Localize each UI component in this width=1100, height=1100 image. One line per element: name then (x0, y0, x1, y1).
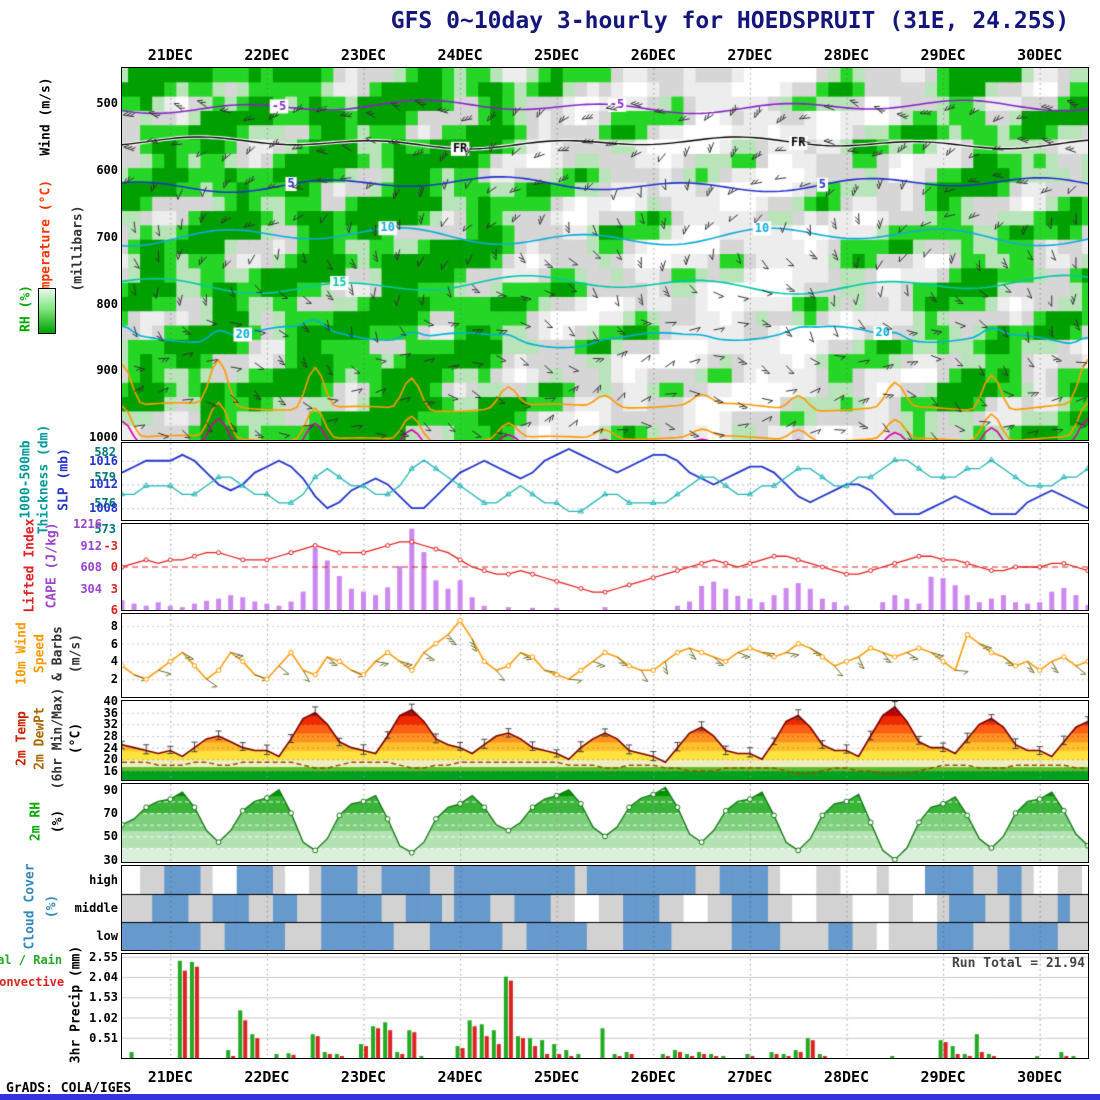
date-label-bottom-22DEC: 22DEC (244, 1068, 290, 1086)
date-label-top-21DEC: 21DEC (147, 46, 193, 64)
cloud-row-label-low: low (96, 929, 118, 943)
tick-pressure-900: 900 (96, 363, 118, 378)
date-label-top-29DEC: 29DEC (920, 46, 966, 64)
date-label-bottom-27DEC: 27DEC (727, 1068, 773, 1086)
date-label-top-24DEC: 24DEC (437, 46, 483, 64)
tick-cape-304: 304 (80, 581, 102, 596)
tick-pressure-1000: 1000 (89, 430, 118, 445)
tick-t2-28: 28 (103, 728, 118, 743)
date-label-top-26DEC: 26DEC (630, 46, 676, 64)
tick-thk-579: 579 (94, 470, 116, 485)
tick-cape-1216: 1216 (73, 517, 102, 531)
footer-stripe (0, 1094, 1100, 1100)
side-label-p8_rot: 3hr Precip (mm) (68, 945, 84, 1064)
tick-pr-2.55: 2.55 (89, 949, 118, 964)
tick-rh2-70: 70 (103, 806, 118, 821)
tick-thk-573: 573 (94, 521, 116, 536)
tick-rh2-50: 50 (103, 829, 118, 844)
temp2m-dewpoint-panel-canvas (121, 700, 1089, 781)
tick-cape-608: 608 (80, 560, 102, 574)
side-label-p1_rh: RH (%) (18, 285, 34, 332)
tick-rh2-90: 90 (103, 782, 118, 797)
tick-pr-1.02: 1.02 (89, 1010, 118, 1025)
tick-thk-582: 582 (94, 444, 116, 459)
grads-credit: GrADS: COLA/IGES (6, 1081, 132, 1096)
tick-ws-2: 2 (110, 672, 118, 687)
tick-pressure-500: 500 (96, 95, 118, 110)
date-label-top-25DEC: 25DEC (534, 46, 580, 64)
tick-ws-8: 8 (110, 618, 118, 633)
side-label-p5_d: (°C) (68, 722, 84, 755)
chart-title: GFS 0~10day 3-hourly for HOEDSPRUIT (31E… (390, 8, 1070, 34)
wind10m-panel-canvas (121, 613, 1089, 698)
tick-slp-1016: 1016 (89, 453, 118, 468)
date-label-bottom-24DEC: 24DEC (437, 1068, 483, 1086)
date-label-top-23DEC: 23DEC (340, 46, 387, 64)
tick-t2-36: 36 (103, 705, 118, 720)
tick-t2-16: 16 (103, 763, 118, 778)
tick-t2-24: 24 (103, 740, 118, 755)
side-label-p1_mb: (millibars) (70, 205, 86, 292)
cape-lifted-index-panel-canvas (121, 523, 1089, 611)
tick-pressure-700: 700 (96, 229, 118, 244)
tick-ws-4: 4 (110, 654, 118, 669)
tick-pr-0.51: 0.51 (89, 1030, 118, 1045)
date-label-top-28DEC: 28DEC (823, 46, 870, 64)
cloud-row-label-middle: middle (74, 901, 118, 915)
tick-slp-1012: 1012 (89, 477, 118, 492)
tick-rh2-30: 30 (103, 852, 118, 867)
tick-t2-32: 32 (103, 717, 118, 732)
rh2m-panel-canvas (121, 783, 1089, 863)
tick-li-3: 3 (110, 581, 118, 596)
date-label-bottom-26DEC: 26DEC (630, 1068, 676, 1086)
side-label-p8_conv: Convective (0, 975, 65, 989)
date-label-bottom-23DEC: 23DEC (340, 1068, 387, 1086)
tick-t2-20: 20 (103, 752, 118, 767)
date-label-bottom-30DEC: 30DEC (1017, 1068, 1063, 1086)
cloud-cover-panel-canvas (121, 865, 1089, 951)
date-label-bottom-21DEC: 21DEC (147, 1068, 193, 1086)
date-label-top-22DEC: 22DEC (244, 46, 290, 64)
slp-thickness-panel-canvas (121, 442, 1089, 521)
tick-slp-1008: 1008 (89, 501, 118, 516)
tick-thk-576: 576 (94, 495, 116, 510)
date-label-top-30DEC: 30DEC (1017, 46, 1063, 64)
precip-panel-canvas (121, 953, 1089, 1059)
date-label-bottom-28DEC: 28DEC (823, 1068, 870, 1086)
rh-legend-swatch (38, 288, 56, 334)
tick-li-0: 0 (110, 560, 118, 574)
side-label-p8_rain: tal / Rain (0, 953, 63, 967)
date-label-top-27DEC: 27DEC (727, 46, 773, 64)
upper-air-cross-section-canvas (121, 67, 1089, 441)
tick-pressure-600: 600 (96, 162, 118, 177)
tick-li--3: -3 (103, 538, 118, 553)
tick-pr-1.53: 1.53 (89, 990, 118, 1005)
date-label-bottom-25DEC: 25DEC (534, 1068, 580, 1086)
tick-ws-6: 6 (110, 636, 118, 651)
date-label-bottom-29DEC: 29DEC (920, 1068, 966, 1086)
tick-li-6: 6 (110, 603, 118, 617)
run-total-label: Run Total = 21.94 (951, 956, 1085, 971)
tick-t2-40: 40 (103, 694, 118, 708)
cloud-row-label-high: high (89, 873, 118, 887)
tick-cape-912: 912 (80, 538, 102, 553)
tick-pressure-800: 800 (96, 296, 118, 311)
tick-pr-2.04: 2.04 (89, 970, 118, 985)
